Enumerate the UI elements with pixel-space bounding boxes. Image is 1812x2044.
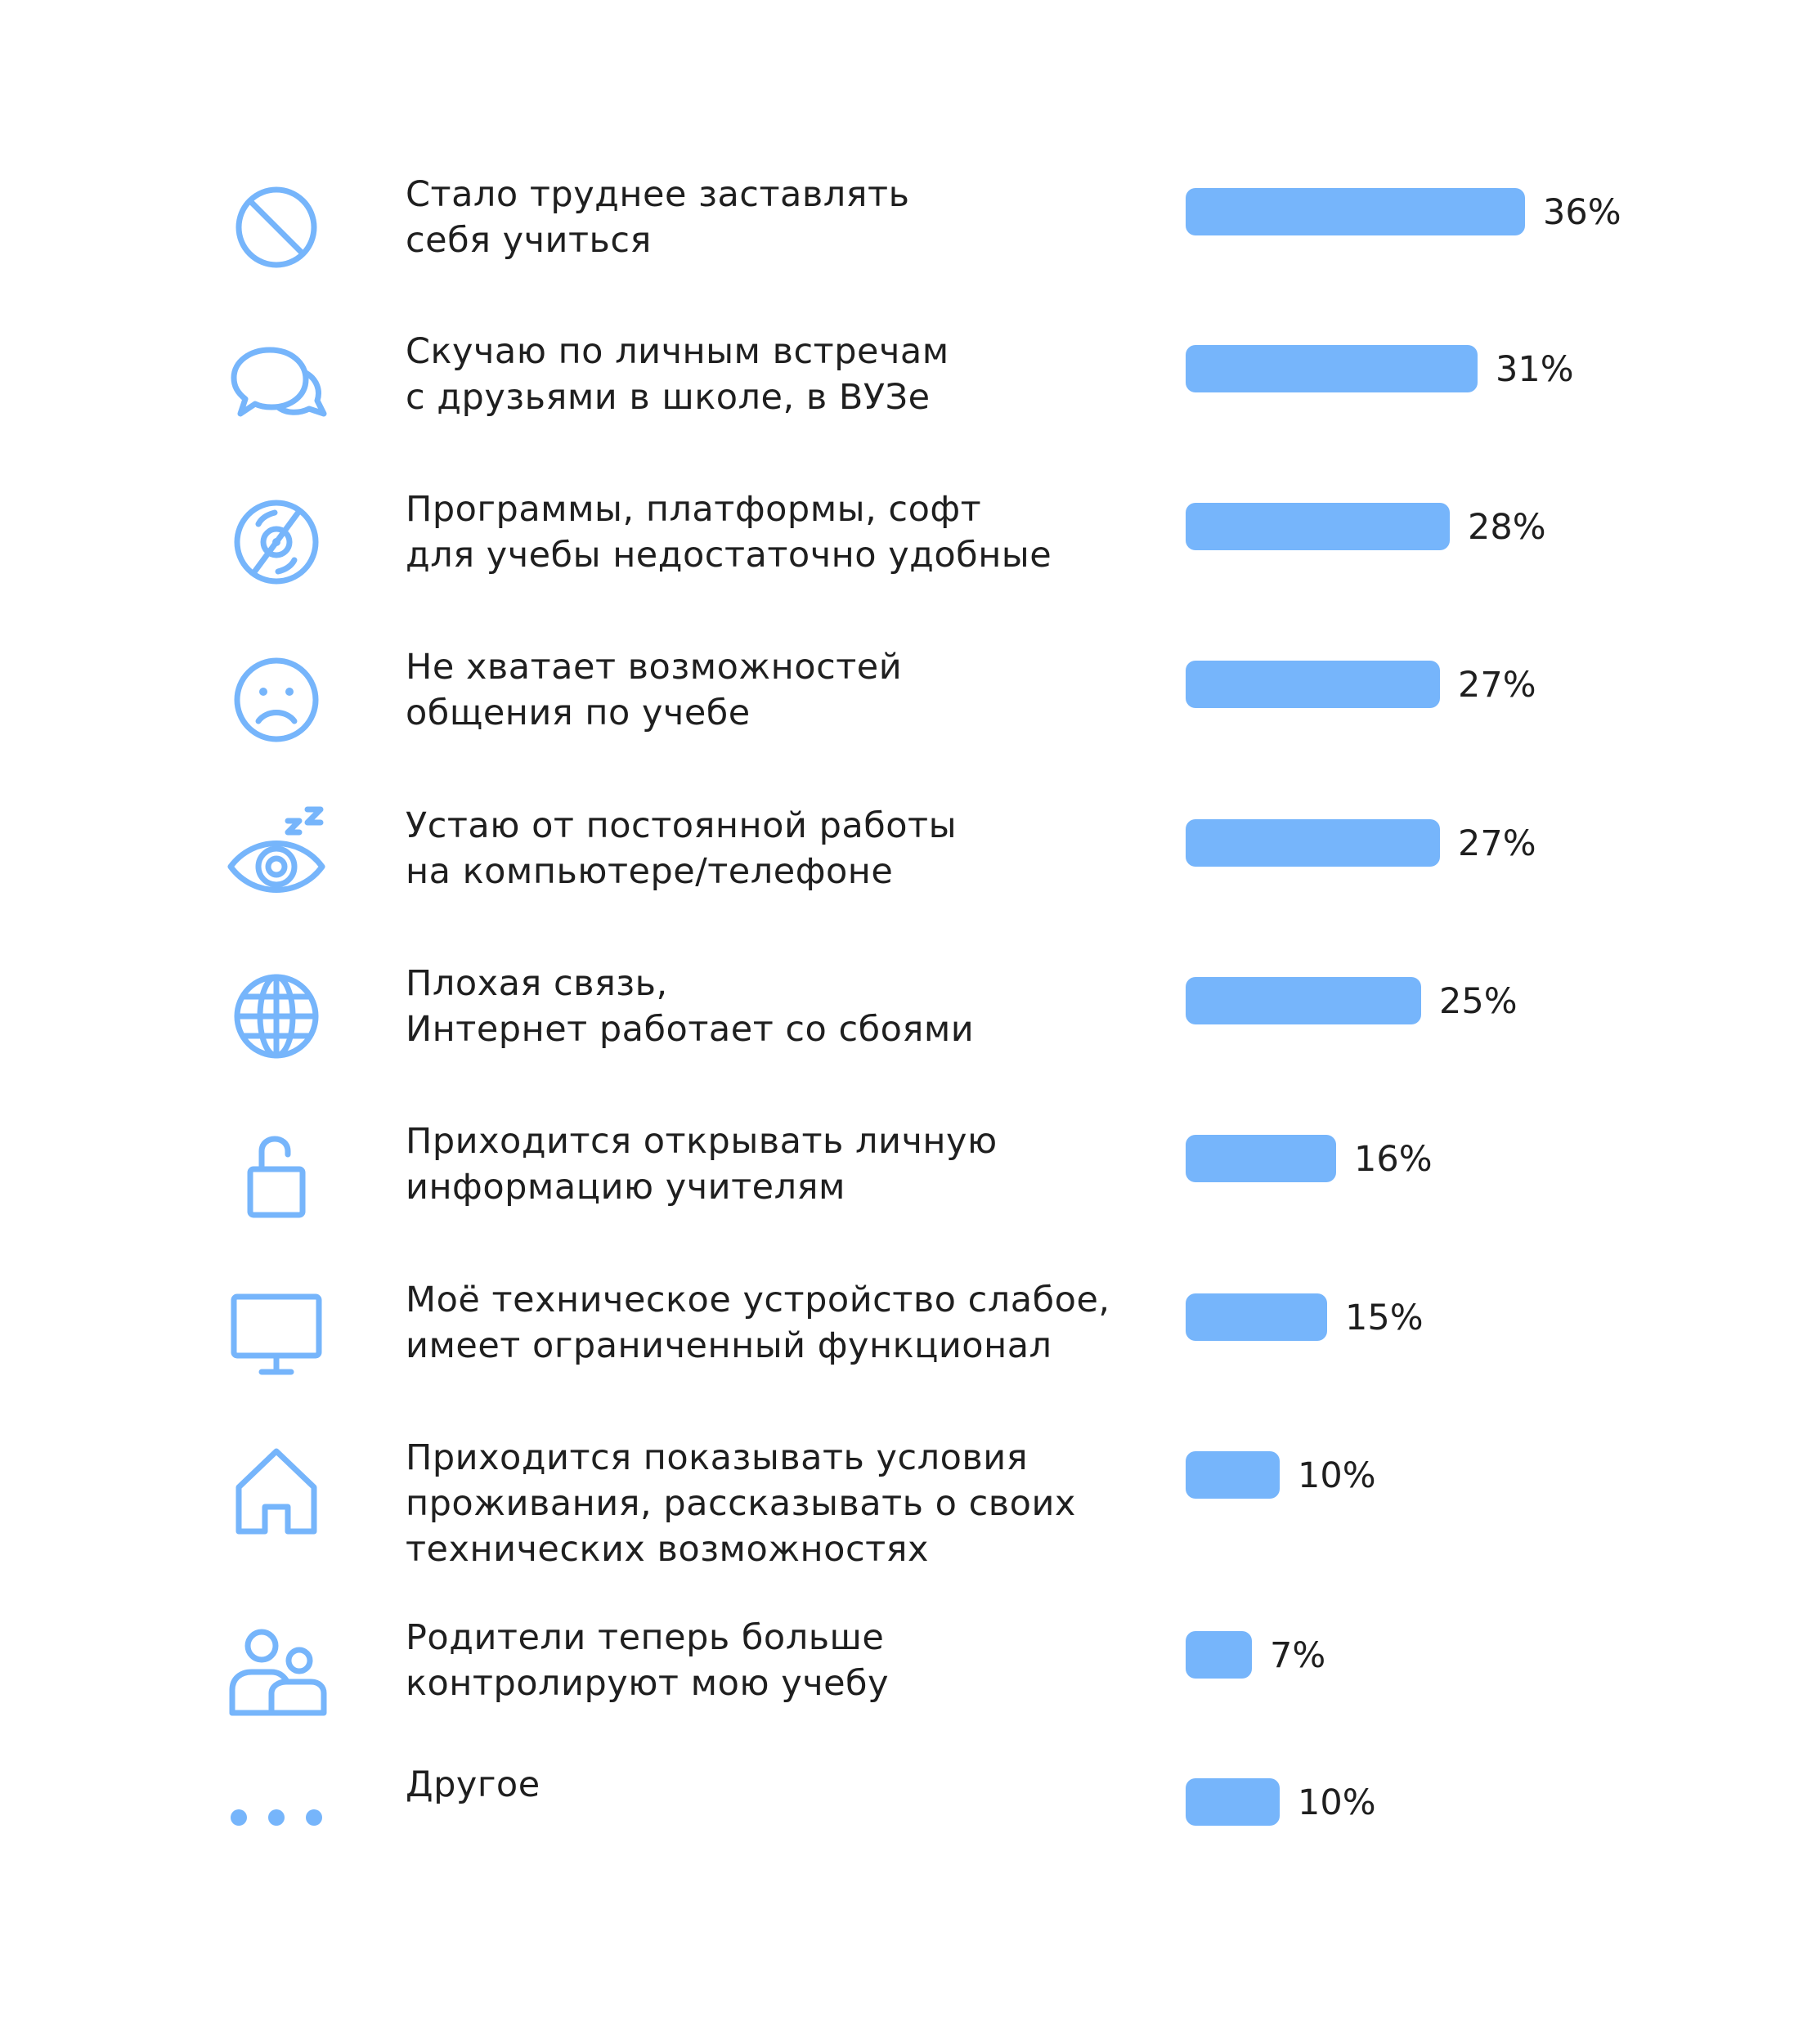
globe-icon (221, 961, 332, 1072)
value-label: 7% (1270, 1635, 1326, 1676)
bar (1186, 1293, 1327, 1341)
value-label: 15% (1345, 1298, 1424, 1338)
category-label: Другое (406, 1764, 540, 1805)
chat-bubbles-icon (221, 329, 332, 440)
tired-eye-icon (221, 803, 332, 914)
no-entry-icon (221, 172, 332, 283)
value-label: 28% (1468, 507, 1546, 548)
bar (1186, 503, 1450, 550)
bar (1186, 188, 1525, 235)
category-label: Стало труднее заставлять себя учиться (406, 174, 910, 261)
disc-icon (221, 486, 332, 598)
monitor-icon (221, 1277, 332, 1388)
category-label: Программы, платформы, софт для учебы нед… (406, 489, 1052, 576)
category-label: Устаю от постоянной работы на компьютере… (406, 805, 958, 892)
family-icon (221, 1615, 332, 1726)
bar (1186, 1135, 1336, 1182)
category-label: Приходится показывать условия проживания… (406, 1437, 1076, 1570)
value-label: 36% (1543, 192, 1621, 233)
sad-face-icon (221, 644, 332, 755)
value-label: 10% (1298, 1782, 1376, 1823)
more-dots-icon (221, 1762, 332, 1873)
bar (1186, 1451, 1280, 1499)
category-label: Плохая связь, Интернет работает со сбоям… (406, 963, 975, 1050)
bar (1186, 661, 1440, 708)
category-label: Моё техническое устройство слабое, имеет… (406, 1280, 1110, 1366)
category-label: Приходится открывать личную информацию у… (406, 1121, 998, 1208)
unlocked-padlock-icon (221, 1118, 332, 1230)
value-label: 27% (1458, 665, 1536, 706)
bar (1186, 819, 1440, 867)
category-label: Скучаю по личным встречам с друзьями в ш… (406, 331, 949, 418)
value-label: 31% (1496, 349, 1574, 390)
bar (1186, 1631, 1252, 1679)
category-label: Не хватает возможностей общения по учебе (406, 647, 903, 733)
bar (1186, 345, 1478, 392)
bar (1186, 977, 1421, 1024)
value-label: 27% (1458, 823, 1536, 864)
value-label: 16% (1354, 1139, 1433, 1180)
value-label: 10% (1298, 1455, 1376, 1496)
value-label: 25% (1439, 981, 1518, 1022)
bar (1186, 1778, 1280, 1826)
category-label: Родители теперь больше контролируют мою … (406, 1617, 890, 1704)
house-icon (221, 1435, 332, 1546)
